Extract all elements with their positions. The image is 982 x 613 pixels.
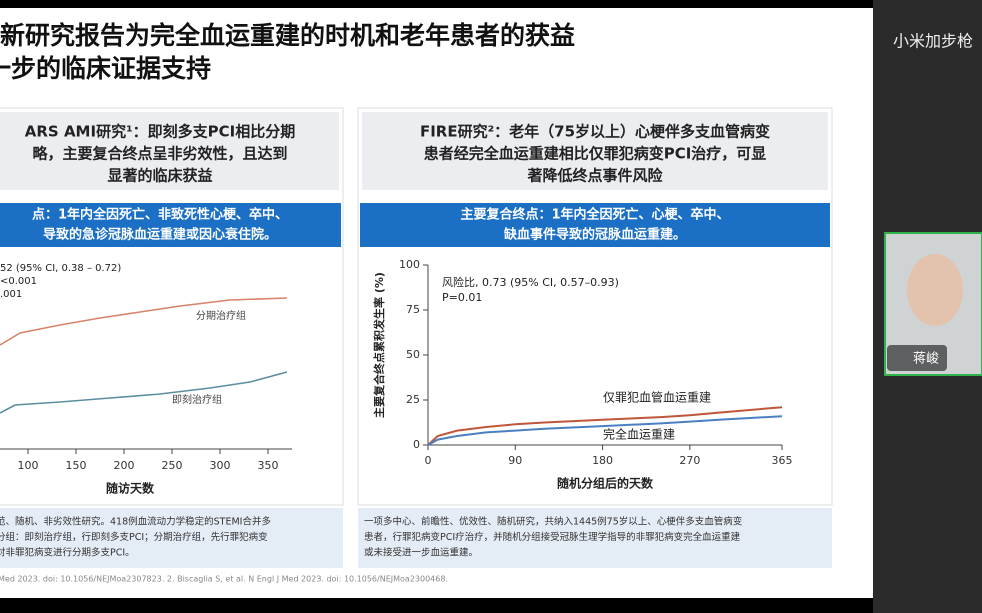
x-tick-label: 100 <box>18 459 39 472</box>
panel-header-text: 著降低终点事件风险 <box>526 167 663 185</box>
x-tick-label: 150 <box>66 459 87 472</box>
x-tick-label: 365 <box>772 454 793 467</box>
panel-header <box>362 112 828 190</box>
endpoint-text: 缺血事件导致的冠脉血运重建。 <box>503 227 686 243</box>
endpoint-bar <box>360 203 830 247</box>
footnote-text: 或未接受进一步血运重建。 <box>364 547 478 559</box>
footnote-box <box>358 508 832 568</box>
series-line <box>427 415 783 446</box>
y-axis-label: 主要复合终点累积发生率 (%) <box>372 272 386 418</box>
footnote-text: 一项多中心、前瞻性、优效性、随机研究，共纳入1445例75岁以上、心梗伴多支血管… <box>364 516 743 528</box>
footnote-text: 患者，行罪犯病变PCI疗治疗，并随机分组接受冠脉生理学指导的非罪犯病变完全血运重… <box>364 531 741 543</box>
panel-header-text: ARS AMI研究¹：即刻多支PCI相比分期 <box>25 123 295 141</box>
footnote-text: 范、随机、非劣效性研究。418例血流动力学稳定的STEMI合并多 <box>0 516 271 528</box>
y-tick-label: 100 <box>399 258 420 271</box>
panel-header <box>0 112 339 190</box>
footnote-text: 分组：即刻治疗组，行即刻多支PCI；分期治疗组，先行罪犯病变 <box>0 531 268 543</box>
x-tick-label: 250 <box>162 459 183 472</box>
name-tag <box>887 345 947 371</box>
annotation: 风险比, 0.73 (95% CI, 0.57–0.93) <box>442 275 619 289</box>
x-tick-label: 180 <box>592 454 613 467</box>
x-tick-label: 90 <box>508 454 522 467</box>
face <box>907 254 963 326</box>
y-tick-label: 75 <box>406 303 420 316</box>
y-tick-label: 50 <box>406 348 420 361</box>
series-line <box>0 297 288 346</box>
series-label: 完全血运重建 <box>603 427 675 442</box>
endpoint-text: 点：1年内全因死亡、非致死性心梗、卒中、 <box>32 207 288 223</box>
reference: Med 2023. doi: 10.1056/NEJMoa2307823. 2.… <box>0 575 448 584</box>
panel-header-text: 显著的临床获益 <box>107 167 212 185</box>
series-label: 即刻治疗组 <box>172 393 222 406</box>
series-label: 分期治疗组 <box>196 309 246 322</box>
endpoint-text: 主要复合终点：1年内全因死亡、心梗、卒中、 <box>460 207 729 223</box>
x-tick-label: 350 <box>258 459 279 472</box>
annotation: P=0.01 <box>442 291 482 304</box>
y-tick-label: 25 <box>406 393 420 406</box>
panel-header-text: FIRE研究²：老年（75岁以上）心梗伴多支血管病变 <box>420 123 770 141</box>
y-tick-label: 0 <box>413 438 420 451</box>
participant-name: 蒋峻 <box>913 351 939 367</box>
x-tick-label: 300 <box>210 459 231 472</box>
slide-title: 一步的临床证据支持 <box>0 54 211 83</box>
annotation: 52 (95% CI, 0.38 – 0.72) <box>0 263 121 274</box>
endpoint-bar <box>0 203 341 247</box>
x-axis-label: 随机分组后的天数 <box>557 476 654 491</box>
x-tick-label: 0 <box>425 454 432 467</box>
slide-title: 新研究报告为完全血运重建的时机和老年患者的获益 <box>0 21 575 50</box>
series-label: 仅罪犯血管血运重建 <box>603 390 711 405</box>
annotation: .001 <box>0 289 22 300</box>
x-axis-label: 随访天数 <box>106 481 155 496</box>
panel-header-text: 患者经完全血运重建相比仅罪犯病变PCI治疗，可显 <box>424 145 767 163</box>
x-tick-label: 270 <box>679 454 700 467</box>
series-line <box>0 371 288 414</box>
endpoint-text: 导致的急诊冠脉血运重建或因心衰住院。 <box>43 227 277 243</box>
annotation: <0.001 <box>0 276 37 287</box>
window-title: 小米加步枪 <box>893 32 973 51</box>
footnote-text: 对非罪犯病变进行分期多支PCI。 <box>0 547 135 559</box>
panel-header-text: 略，主要复合终点呈非劣效性，且达到 <box>32 145 287 163</box>
footnote-box <box>0 508 343 568</box>
series-line <box>427 406 783 446</box>
x-tick-label: 200 <box>114 459 135 472</box>
